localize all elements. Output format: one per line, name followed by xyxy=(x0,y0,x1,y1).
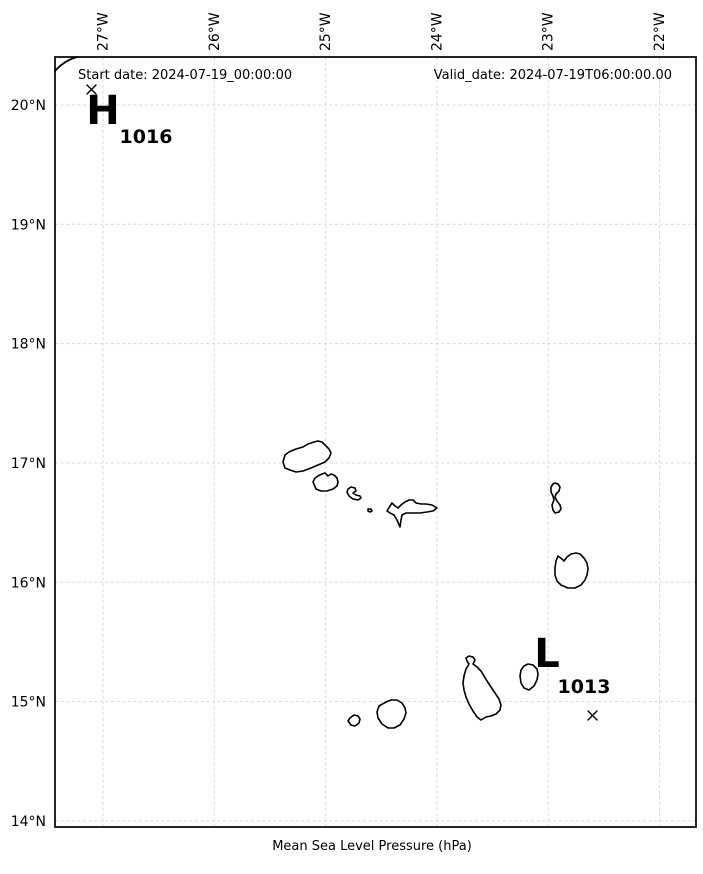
start-date-title: Start date: 2024-07-19_00:00:00 xyxy=(78,68,292,83)
island-maio xyxy=(519,663,539,691)
high-pressure-value: 1016 xyxy=(120,126,173,148)
y-tick-label: 16°N xyxy=(11,575,46,591)
x-tick-labels: 27°W 26°W 25°W 24°W 23°W 22°W xyxy=(96,12,669,51)
plot-border xyxy=(54,56,697,828)
x-tick-label: 25°W xyxy=(318,12,334,51)
island-sal xyxy=(550,482,562,514)
island-santo-antao xyxy=(282,440,332,473)
island-santiago xyxy=(462,655,502,721)
island-santa-luzia xyxy=(346,486,362,501)
island-fogo xyxy=(376,699,407,729)
high-center-cross-icon xyxy=(86,84,97,95)
y-tick-labels: 20°N 19°N 18°N 17°N 16°N 15°N 14°N xyxy=(11,98,46,830)
y-tick-label: 15°N xyxy=(11,695,46,711)
y-tick-label: 18°N xyxy=(11,337,46,353)
y-tick-label: 20°N xyxy=(11,98,46,114)
x-tick-label: 27°W xyxy=(96,12,112,51)
island-sao-nicolau xyxy=(386,499,438,528)
x-tick-label: 26°W xyxy=(207,12,223,51)
x-tick-label: 23°W xyxy=(541,12,557,51)
x-tick-label: 22°W xyxy=(652,12,668,51)
y-tick-label: 14°N xyxy=(11,814,46,830)
gridlines xyxy=(55,57,696,827)
island-islet-branco xyxy=(367,508,373,513)
x-tick-label: 24°W xyxy=(429,12,445,51)
low-pressure-symbol: L xyxy=(534,631,560,677)
island-boa-vista xyxy=(554,552,589,589)
low-center-cross-icon xyxy=(587,710,598,721)
low-pressure-value: 1013 xyxy=(558,676,611,698)
y-tick-label: 19°N xyxy=(11,217,46,233)
y-tick-label: 17°N xyxy=(11,456,46,472)
island-sao-vicente xyxy=(312,472,339,492)
valid-date-title: Valid_date: 2024-07-19T06:00:00.00 xyxy=(434,68,672,83)
high-pressure-symbol: H xyxy=(86,88,119,134)
coastlines xyxy=(54,56,589,729)
x-axis-label: Mean Sea Level Pressure (hPa) xyxy=(272,839,472,854)
island-brava xyxy=(347,714,361,727)
isobar-corner-segment xyxy=(54,56,78,72)
